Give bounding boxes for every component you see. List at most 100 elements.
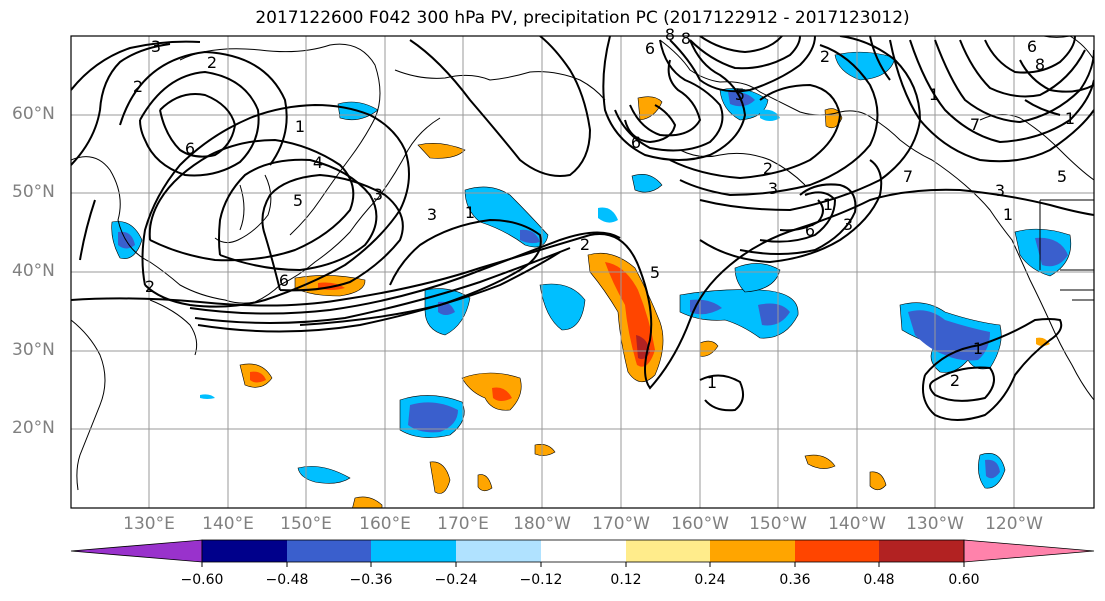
contour-label: 7	[903, 167, 913, 186]
precip-negative-core	[118, 231, 135, 249]
contour-label: 1	[929, 85, 939, 104]
colorbar-tick-label: 0.12	[610, 572, 642, 588]
lon-label: 140°W	[828, 514, 886, 534]
precip-negative-area	[297, 466, 351, 484]
precip-negative-area	[200, 394, 215, 399]
colorbar-segment	[456, 540, 541, 562]
contour-label: 2	[820, 47, 830, 66]
contour-label: 3	[995, 181, 1005, 200]
contour-label: 3	[768, 179, 778, 198]
precip-positive-area	[804, 454, 836, 469]
contour-label: 2	[133, 77, 143, 96]
lon-label: 170°W	[592, 514, 650, 534]
precip-negative-area	[539, 283, 586, 331]
precip-positive-area	[477, 474, 493, 492]
contour-label: 5	[735, 85, 745, 104]
map-title: 2017122600 F042 300 hPa PV, precipitatio…	[255, 8, 910, 28]
gridlines	[71, 36, 1094, 508]
colorbar-tick-label: −0.36	[349, 572, 393, 588]
contour-label: 3	[427, 205, 437, 224]
contour-label: 6	[279, 271, 289, 290]
contour-label: 8	[1035, 55, 1045, 74]
colorbar-segment	[626, 540, 710, 562]
precip-negative-core	[1035, 237, 1068, 267]
contour-label: 6	[805, 221, 815, 240]
map-frame	[70, 35, 1095, 509]
colorbar-tick-label: −0.60	[180, 572, 224, 588]
contour-label: 5	[650, 263, 660, 282]
lon-label: 130°E	[123, 514, 175, 534]
contour-label: 2	[145, 277, 155, 296]
contour-label: 1	[1065, 109, 1075, 128]
colorbar	[70, 539, 1095, 567]
contour-label: 4	[313, 153, 323, 172]
lat-label: 60°N	[12, 104, 55, 124]
contour-label: 1	[823, 195, 833, 214]
colorbar-segment	[541, 540, 626, 562]
precip-positive-area	[699, 340, 719, 357]
precip-negative-core	[758, 303, 790, 326]
colorbar-tick-label: −0.48	[265, 572, 309, 588]
contour-label: 5	[1057, 167, 1067, 186]
precip-positive-area	[534, 444, 556, 456]
colorbar-tick-label: 0.24	[694, 572, 726, 588]
precip-positive-area	[352, 496, 383, 508]
lat-label: 40°N	[12, 261, 55, 281]
precip-shading	[111, 51, 1072, 508]
precip-positive-area	[417, 143, 466, 159]
contour-label: 1	[295, 117, 305, 136]
colorbar-tick-label: 0.60	[948, 572, 980, 588]
lat-label: 20°N	[12, 418, 55, 438]
contour-label: 8	[681, 29, 691, 48]
colorbar-segment	[202, 540, 287, 562]
colorbar-extend-high	[963, 539, 1095, 563]
lon-label: 160°E	[359, 514, 411, 534]
colorbar-segment	[710, 540, 795, 562]
contour-label: 6	[645, 39, 655, 58]
precip-positive-core	[250, 371, 266, 383]
contour-label: 6	[185, 139, 195, 158]
precip-positive-core	[492, 387, 512, 401]
contour-label: 6	[1027, 37, 1037, 56]
colorbar-segment	[287, 540, 371, 562]
colorbar-segment	[371, 540, 456, 562]
contour-label: 7	[970, 115, 980, 134]
precip-negative-area	[598, 207, 618, 223]
colorbar-tick-label: −0.24	[434, 572, 478, 588]
lon-label: 160°W	[671, 514, 729, 534]
colorbar-tick-label: 0.36	[779, 572, 811, 588]
precip-positive-area	[869, 471, 887, 491]
colorbar-segment	[795, 540, 879, 562]
contour-label: 1	[973, 339, 983, 358]
contour-label: 8	[665, 25, 675, 44]
precip-negative-area	[734, 263, 781, 293]
lon-label: 170°E	[437, 514, 489, 534]
colorbar-extend-low	[70, 539, 203, 563]
lon-label: 130°W	[906, 514, 964, 534]
precip-negative-core	[520, 229, 540, 244]
contour-label: 2	[580, 235, 590, 254]
contour-label: 2	[207, 53, 217, 72]
contour-label: 3	[151, 37, 161, 56]
contour-label: 1	[1003, 205, 1013, 224]
contour-labels: 3 2 2 6 1 4 5 3 3 1 6 2 6 8 6 2 3 8 5 6 …	[133, 25, 1075, 392]
contour-label: 1	[707, 373, 717, 392]
lon-label: 150°E	[280, 514, 332, 534]
precip-positive-area	[429, 461, 451, 494]
precip-negative-core	[408, 402, 458, 433]
precip-positive-area	[461, 372, 522, 411]
colorbar-segment	[879, 540, 964, 562]
contour-label: 2	[950, 371, 960, 390]
contour-label: 3	[373, 185, 383, 204]
pv-contours	[71, 36, 1094, 421]
contour-label: 5	[293, 191, 303, 210]
contour-label: 6	[631, 133, 641, 152]
contour-label: 2	[763, 159, 773, 178]
precip-negative-area	[834, 51, 896, 81]
colorbar-tick-label: −0.12	[519, 572, 563, 588]
precip-negative-core	[985, 459, 1000, 479]
colorbar-frame	[201, 539, 965, 563]
precip-positive-area	[637, 96, 663, 121]
colorbar-tick-label: 0.48	[863, 572, 895, 588]
